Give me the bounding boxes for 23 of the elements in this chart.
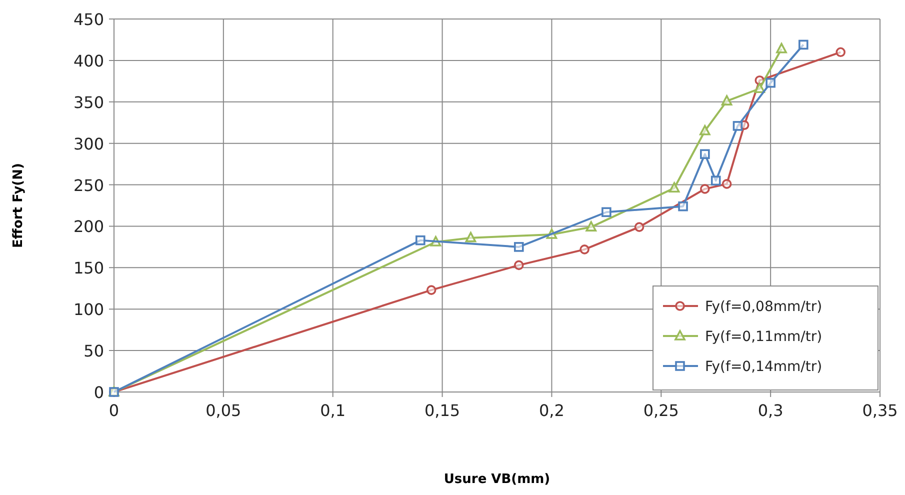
x-tick-label: 0,3 <box>758 401 784 420</box>
x-tick-label: 0 <box>108 401 120 420</box>
y-tick-label: 450 <box>73 10 104 29</box>
legend-label: Fy(f=0,14mm/tr) <box>705 359 822 375</box>
y-tick-label: 300 <box>73 134 104 154</box>
y-tick-label: 100 <box>73 300 104 320</box>
x-tick-label: 0,05 <box>206 401 242 420</box>
x-tick-label: 0,35 <box>862 401 898 420</box>
y-tick-label: 400 <box>73 51 104 70</box>
y-tick-label: 250 <box>73 176 104 195</box>
x-tick-label: 0,2 <box>538 401 564 420</box>
y-tick-label: 50 <box>84 342 104 361</box>
x-tick-label: 0,15 <box>424 401 460 420</box>
y-tick-label: 150 <box>73 258 104 278</box>
y-tick-label: 350 <box>73 92 104 112</box>
legend-label: Fy(f=0,08mm/tr) <box>705 299 822 315</box>
x-axis-title: Usure VB(mm) <box>444 472 550 487</box>
y-tick-label: 200 <box>73 217 104 236</box>
x-tick-label: 0,25 <box>643 401 679 420</box>
legend-label: Fy(f=0,11mm/tr) <box>705 329 822 345</box>
y-tick-label: 0 <box>94 383 104 402</box>
x-tick-label: 0,1 <box>320 401 346 420</box>
y-axis-title: Effort Fy(N) <box>11 163 26 248</box>
